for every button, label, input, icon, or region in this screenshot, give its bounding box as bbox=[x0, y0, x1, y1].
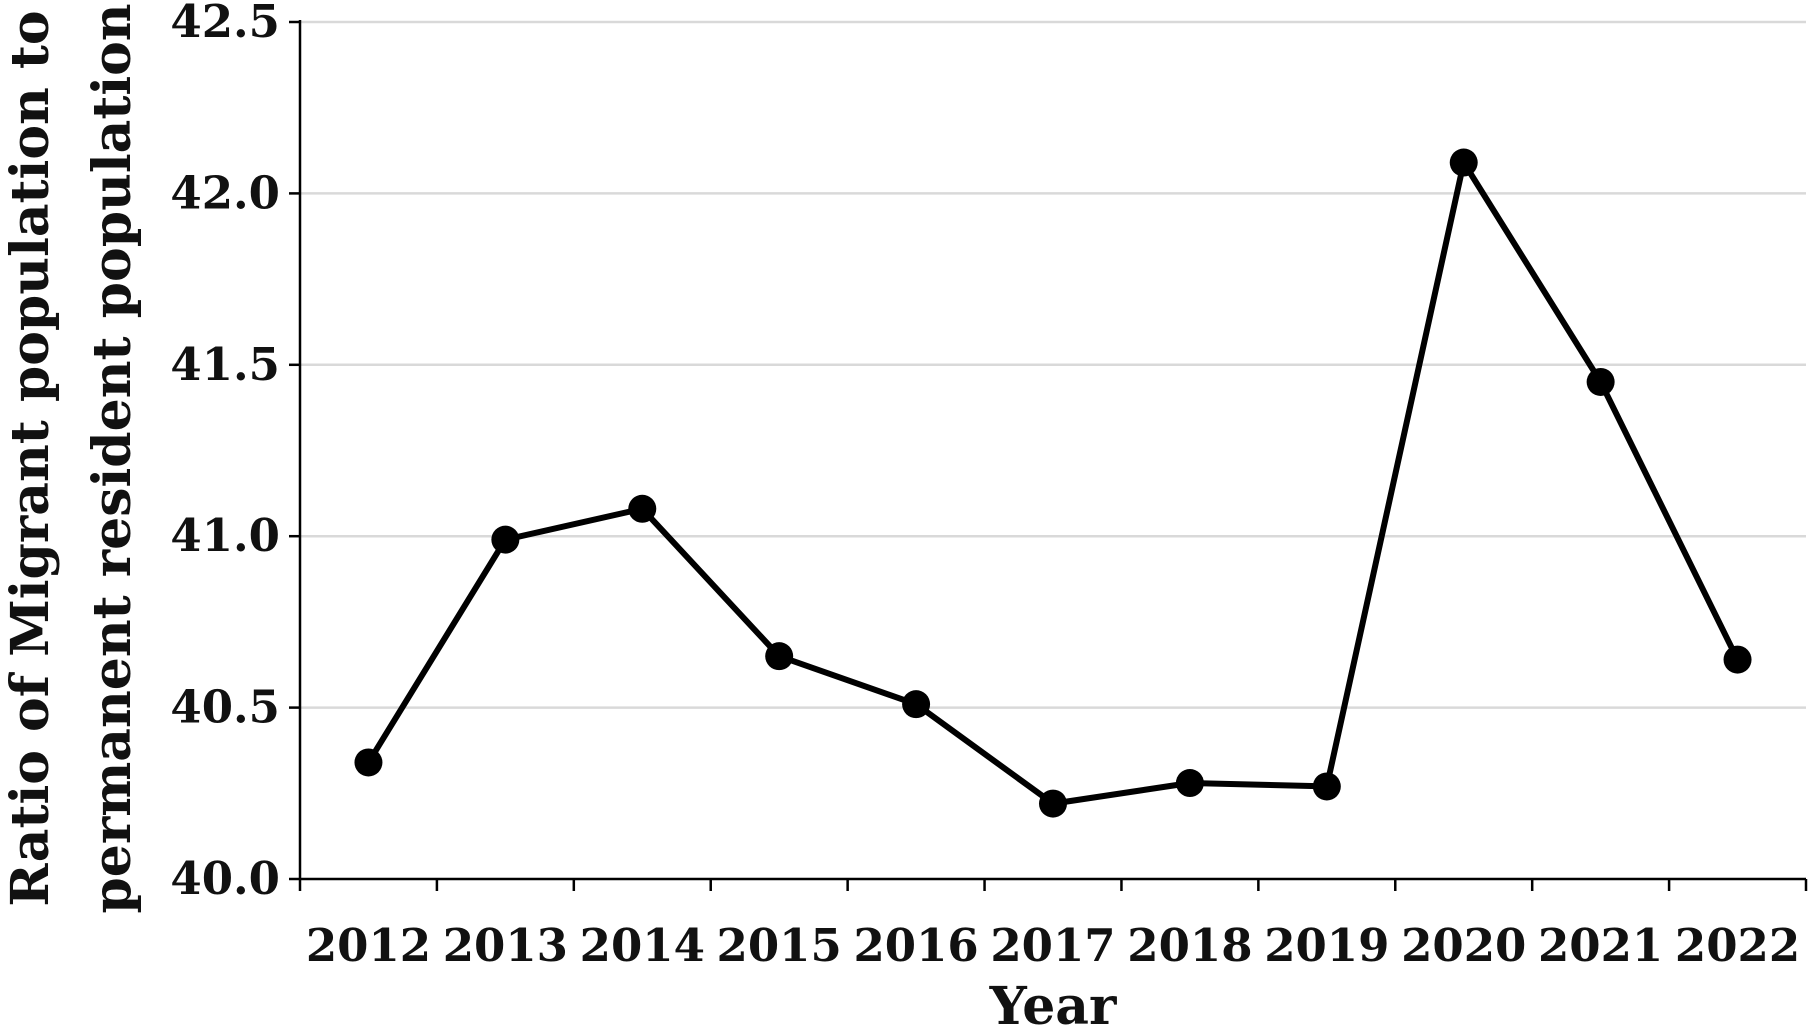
x-tick-label: 2022 bbox=[1675, 919, 1800, 972]
data-point bbox=[1312, 772, 1341, 801]
data-point bbox=[1449, 148, 1478, 177]
data-point bbox=[628, 494, 657, 523]
y-tick-label: 41.0 bbox=[170, 509, 280, 562]
data-point bbox=[1039, 789, 1067, 818]
x-axis-title: Year bbox=[989, 976, 1117, 1031]
gridlines bbox=[300, 20, 1806, 709]
axes bbox=[289, 20, 1808, 891]
x-tick-label: 2013 bbox=[443, 919, 568, 972]
x-tick-label: 2015 bbox=[717, 919, 842, 972]
y-axis-title-line-2: permanent resident population bbox=[82, 3, 143, 913]
data-point bbox=[1723, 645, 1752, 674]
data-points bbox=[354, 148, 1752, 818]
x-tick-label: 2019 bbox=[1264, 919, 1389, 972]
x-tick-label: 2017 bbox=[990, 919, 1115, 972]
data-point bbox=[1175, 769, 1204, 798]
x-tick-label: 2014 bbox=[580, 919, 705, 972]
y-tick-label: 42.5 bbox=[170, 0, 280, 48]
data-point bbox=[491, 525, 520, 554]
x-tick-label: 2012 bbox=[306, 919, 431, 972]
data-point bbox=[1586, 367, 1615, 396]
data-point bbox=[354, 748, 383, 777]
x-tick-label: 2021 bbox=[1538, 919, 1663, 972]
data-point bbox=[765, 642, 794, 671]
y-tick-label: 40.5 bbox=[170, 681, 280, 734]
y-tick-label: 42.0 bbox=[170, 166, 280, 219]
y-tick-label: 41.5 bbox=[170, 338, 280, 391]
data-point bbox=[902, 690, 931, 719]
x-tick-label: 2016 bbox=[853, 919, 978, 972]
x-tick-label: 2018 bbox=[1127, 919, 1252, 972]
x-tick-label: 2020 bbox=[1401, 919, 1526, 972]
y-tick-label: 40.0 bbox=[170, 852, 280, 905]
y-axis-title-line-1: Ratio of Migrant population to bbox=[0, 10, 61, 906]
